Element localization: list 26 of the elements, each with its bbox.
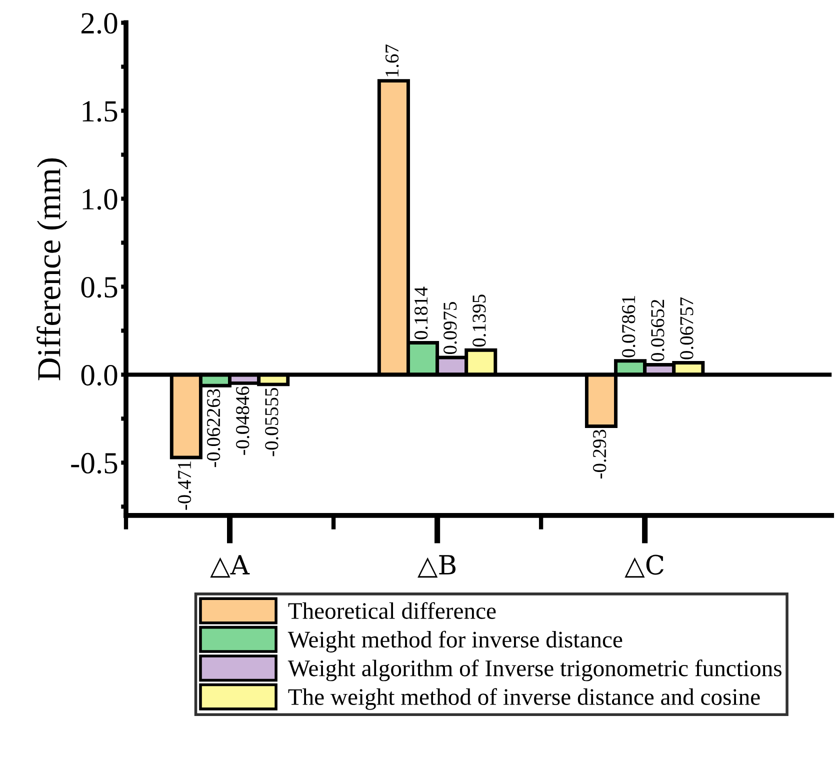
data-label: 0.07861 (622, 296, 636, 358)
data-label: 0.0975 (444, 302, 457, 354)
legend-label: Weight algorithm of Inverse trigonometric functions (288, 659, 782, 682)
legend-label: Theoretical difference (288, 602, 496, 619)
y-axis-title: Difference (mm) (36, 158, 68, 380)
data-label: -0.05555 (265, 388, 278, 456)
data-label: 0.1814 (414, 286, 428, 340)
y-tick-label: 1.5 (82, 101, 118, 122)
data-label: -0.471 (178, 461, 192, 510)
y-tick-label: 0.0 (81, 364, 118, 386)
data-label: 0.1395 (472, 294, 486, 347)
data-label: 1.67 (386, 44, 399, 76)
legend-label: The weight method of inverse distance and cosine (288, 688, 760, 710)
y-tick-label: 1.0 (82, 188, 118, 210)
y-tick-label: 0.5 (81, 276, 118, 298)
y-tick-label: -0.5 (71, 452, 118, 474)
data-label: 0.05652 (651, 300, 664, 362)
x-tick-label: △C (624, 554, 664, 578)
y-tick-label: 2.0 (82, 13, 118, 34)
data-label: -0.062263 (206, 389, 220, 468)
legend-label: Weight method for inverse distance (288, 630, 622, 652)
x-tick-label: △B (418, 555, 456, 578)
data-label: 0.06757 (680, 297, 694, 360)
data-label: -0.293 (592, 430, 606, 479)
x-tick-label: △A (210, 555, 250, 578)
data-label: -0.04846 (236, 386, 250, 455)
